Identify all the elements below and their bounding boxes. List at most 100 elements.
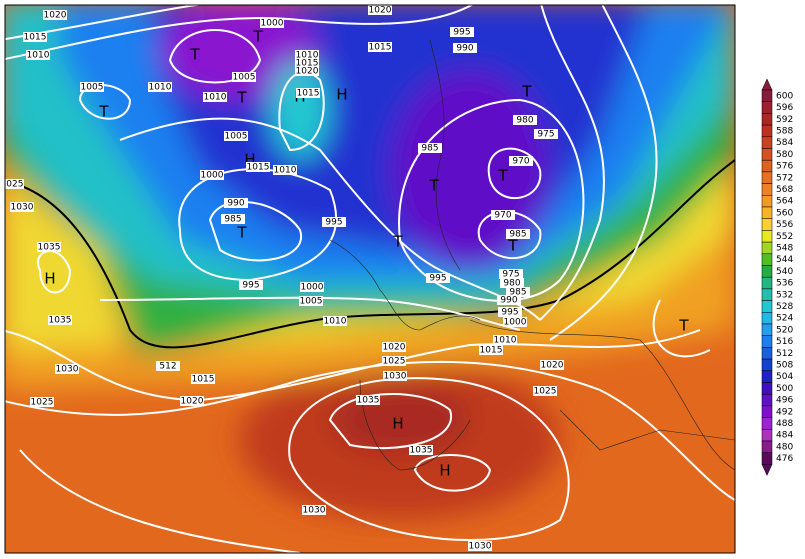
label-background — [513, 115, 537, 125]
label-background — [322, 217, 346, 227]
label-background — [80, 82, 104, 92]
isobar-label: 980 — [503, 279, 520, 289]
colorbar-swatch — [761, 300, 773, 313]
isobar-label: 995 — [242, 281, 259, 291]
colorbar-label: 496 — [776, 396, 793, 406]
isobar-label: 985 — [421, 144, 438, 154]
isobar-label: 1020 — [181, 397, 204, 407]
isobar-label: 1000 — [504, 318, 527, 328]
pressure-center: H — [336, 86, 347, 104]
colorbar-label: 560 — [776, 208, 793, 218]
colorbar-label: 576 — [776, 162, 793, 172]
map-frame — [4, 4, 736, 554]
colorbar-swatch — [761, 265, 773, 278]
colorbar-label: 588 — [776, 126, 793, 136]
colorbar-label: 568 — [776, 185, 793, 195]
colorbar-swatch — [761, 195, 773, 208]
isobar-label: 995 — [501, 308, 518, 318]
isobar-label: 512 — [159, 362, 176, 372]
label-background — [232, 72, 256, 82]
colorbar-label: 596 — [776, 103, 793, 113]
colorbar-label: 600 — [776, 91, 793, 101]
label-background — [221, 214, 245, 224]
colorbar-label: 480 — [776, 442, 793, 452]
colorbar-label: 492 — [776, 407, 793, 417]
isobar-label: 1020 — [296, 67, 319, 77]
colorbar-label: 516 — [776, 337, 793, 347]
label-background — [453, 43, 477, 53]
isobar-label: 1010 — [324, 317, 347, 327]
colorbar: 6005965925885845805765725685645605565525… — [761, 78, 793, 477]
isobar-label: 1010 — [274, 166, 297, 176]
pressure-center: T — [678, 317, 689, 335]
isobar-label: 1010 — [27, 51, 50, 61]
colorbar-swatch — [761, 440, 773, 453]
colorbar-swatch — [761, 452, 773, 465]
colorbar-swatch — [761, 405, 773, 418]
label-background — [500, 278, 524, 288]
colorbar-swatch — [761, 113, 773, 126]
isobar-label: 1005 — [233, 73, 256, 83]
colorbar-label: 476 — [776, 454, 793, 464]
isobar-label: 990 — [227, 199, 244, 209]
isobar-label: 985 — [224, 215, 241, 225]
label-background — [506, 287, 530, 297]
isobar-label: 1035 — [49, 316, 72, 326]
colorbar-swatch — [761, 230, 773, 243]
colorbar-label: 484 — [776, 431, 793, 441]
isobar-label: 1020 — [383, 343, 406, 353]
colorbar-label: 508 — [776, 360, 793, 370]
isobar-label: 1035 — [38, 243, 61, 253]
label-background — [299, 296, 323, 306]
pressure-center: H — [244, 151, 255, 169]
isobar-label: 990 — [500, 296, 517, 306]
pressure-center: T — [252, 28, 263, 46]
label-background — [10, 202, 34, 212]
colorbar-swatch — [761, 312, 773, 325]
isobar-label: 1010 — [204, 93, 227, 103]
colorbar-label: 540 — [776, 267, 793, 277]
label-background — [203, 92, 227, 102]
label-background — [497, 295, 521, 305]
label-background — [246, 162, 270, 172]
label-background — [156, 361, 180, 371]
pressure-center: T — [497, 167, 508, 185]
isobar-label: 1030 — [384, 372, 407, 382]
isobar-label: 975 — [502, 270, 519, 280]
label-background — [409, 445, 433, 455]
isobar-label: 1015 — [297, 89, 320, 99]
label-background — [418, 143, 442, 153]
isobar-label: 970 — [494, 211, 511, 221]
colorbar-label: 512 — [776, 349, 793, 359]
colorbar-label: 528 — [776, 302, 793, 312]
colorbar-swatch — [761, 276, 773, 290]
label-background — [300, 282, 324, 292]
isobar-label: 1035 — [357, 396, 380, 406]
colorbar-swatch — [761, 288, 773, 301]
colorbar-top-arrow — [761, 78, 773, 91]
label-background — [498, 307, 522, 317]
colorbar-label: 532 — [776, 290, 793, 300]
colorbar-swatch — [761, 89, 773, 102]
colorbar-label: 500 — [776, 384, 793, 394]
colorbar-swatch — [761, 136, 773, 149]
colorbar-label: 548 — [776, 243, 793, 253]
isobar-label: 1015 — [296, 59, 319, 69]
label-background — [295, 58, 319, 68]
isobar-label: 990 — [456, 44, 473, 54]
isobar-label: 1015 — [369, 43, 392, 53]
label-background — [191, 374, 215, 384]
pressure-center: T — [428, 177, 439, 195]
label-background — [356, 395, 380, 405]
label-background — [426, 273, 450, 283]
isobar-label: 1030 — [56, 365, 79, 375]
label-background — [382, 342, 406, 352]
isobar-label: 995 — [429, 274, 446, 284]
label-background — [491, 210, 515, 220]
label-background — [450, 27, 474, 37]
colorbar-swatch — [761, 101, 773, 114]
isobar-label: 1025 — [31, 398, 54, 408]
label-background — [148, 82, 172, 92]
label-background — [48, 315, 72, 325]
